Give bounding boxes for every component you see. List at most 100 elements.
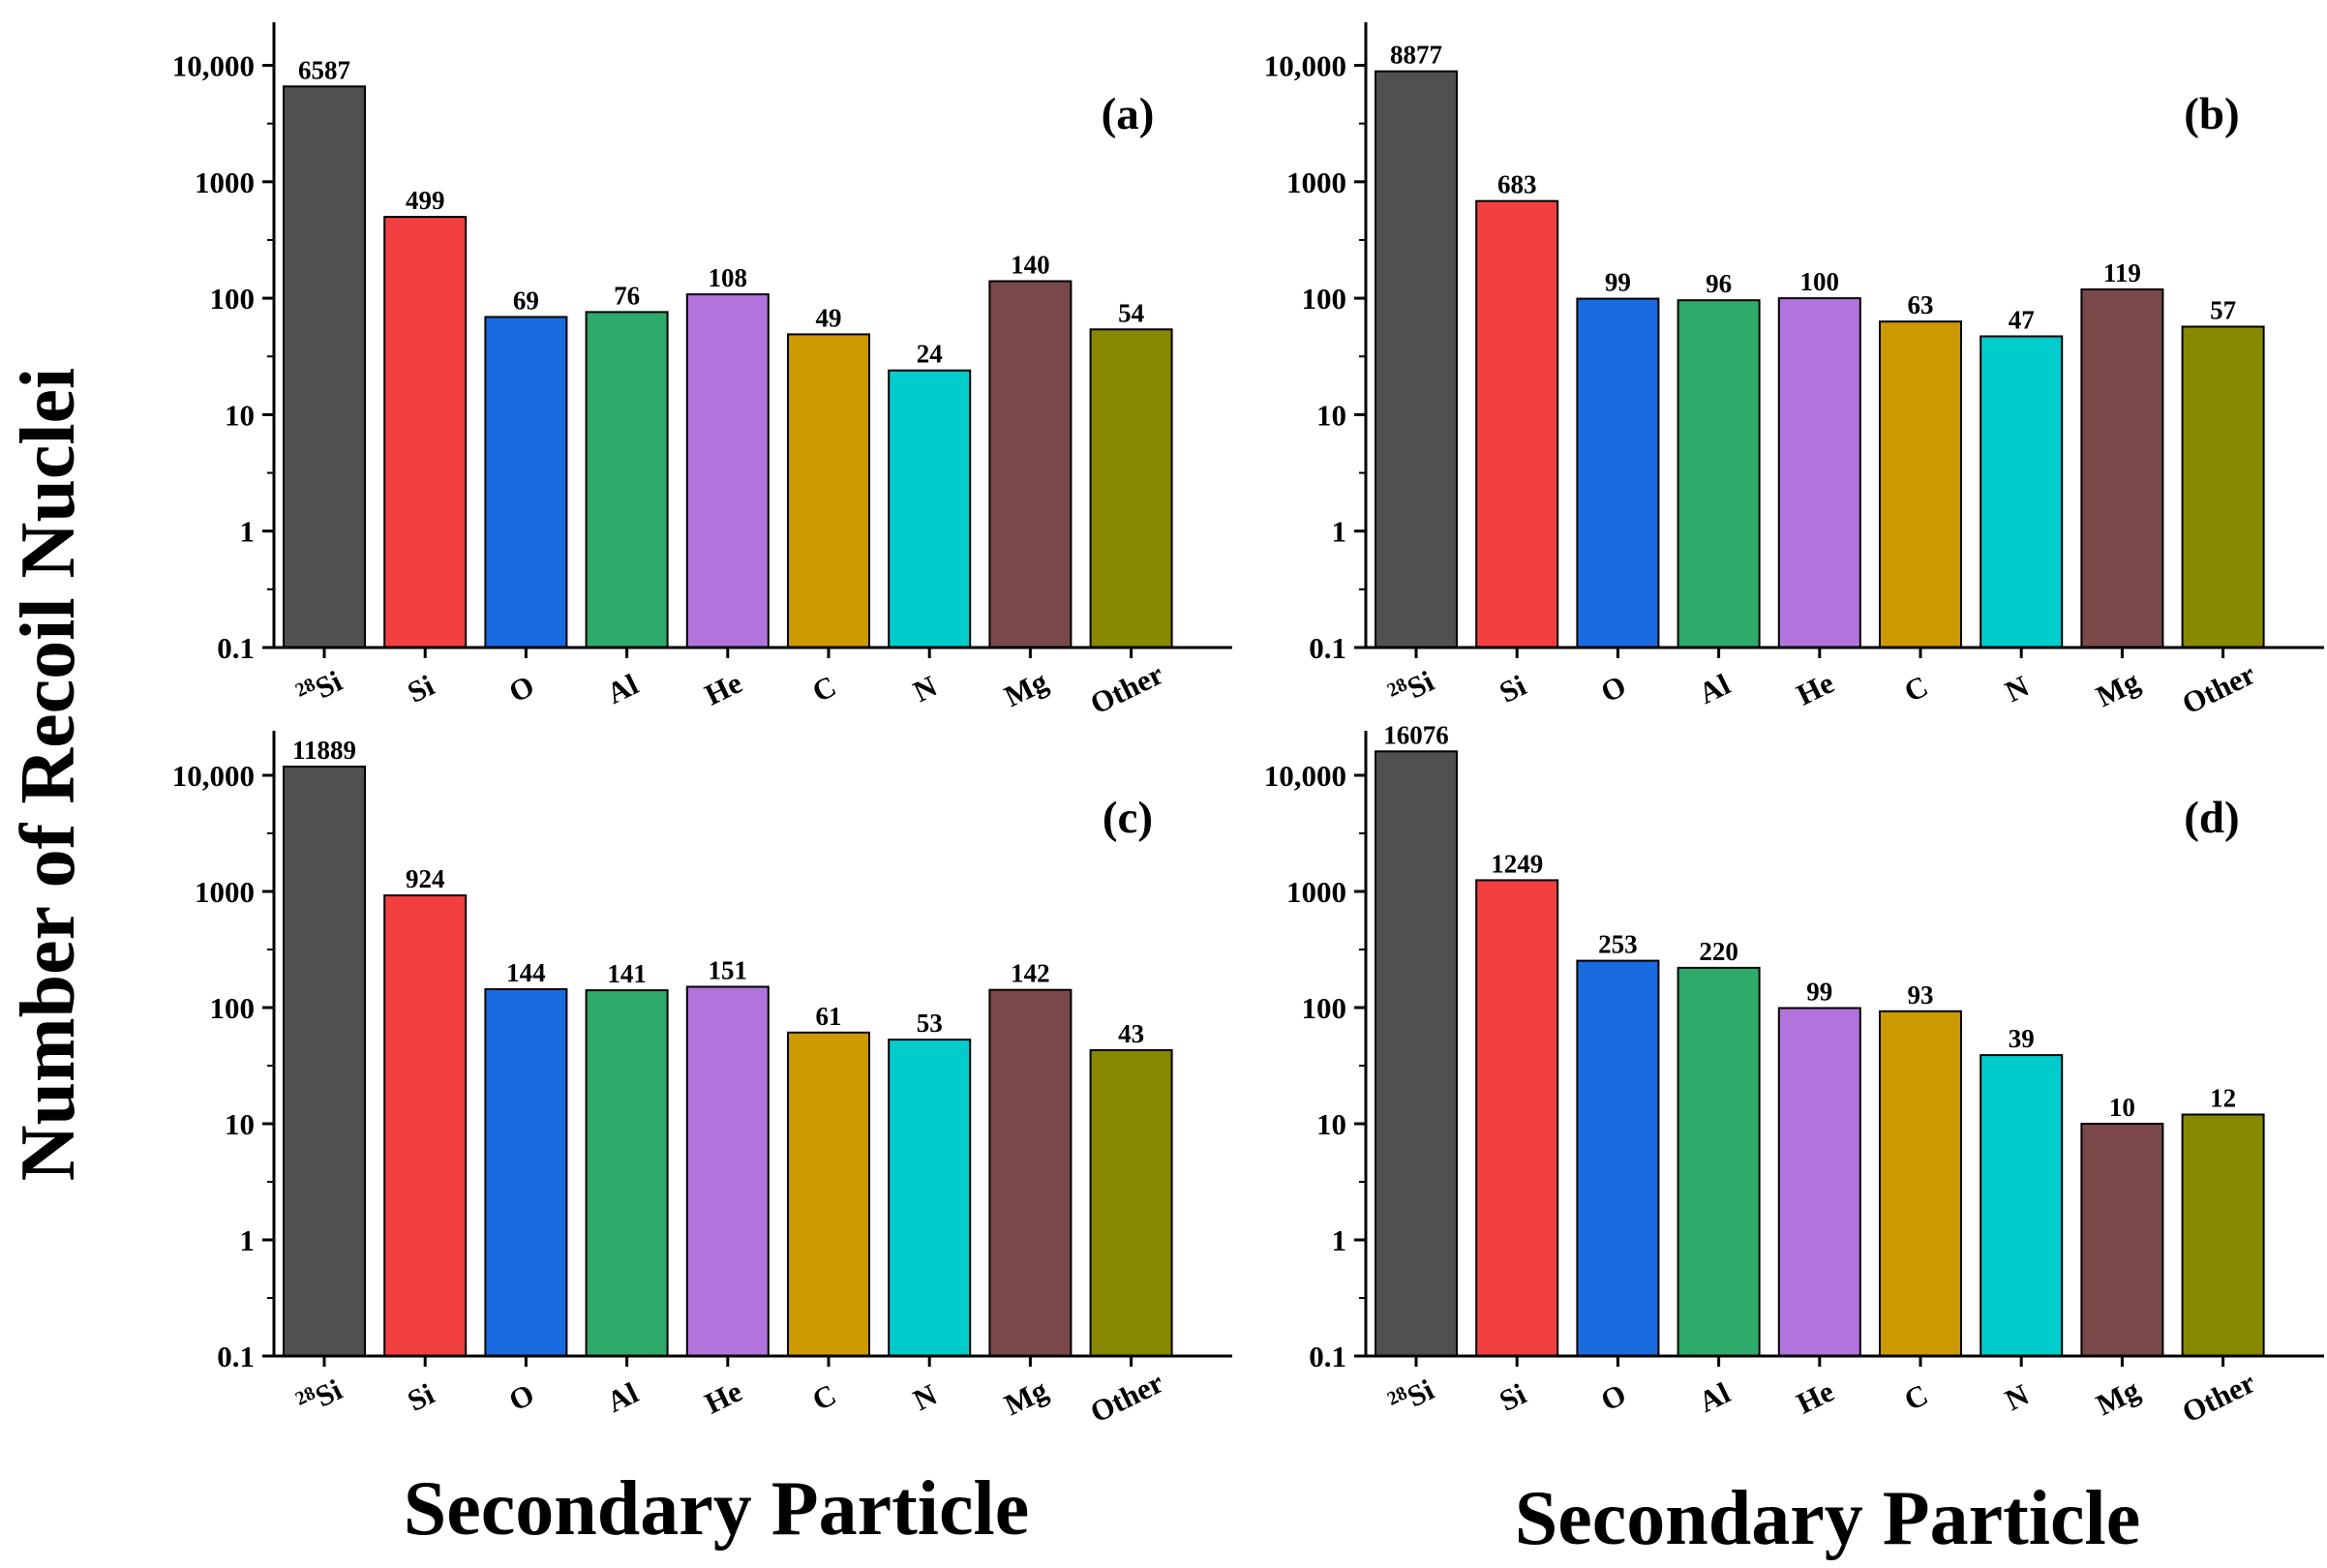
bar-si — [1475, 199, 1559, 648]
data-label: 100 — [1800, 267, 1840, 296]
bar-mg — [988, 280, 1073, 648]
y-tick-label: 0.1 — [217, 631, 255, 665]
bar-he — [1777, 297, 1861, 648]
x-tick-label-si: Si — [1494, 1376, 1531, 1418]
x-axis-label-right: Secondary Particle — [1515, 1476, 2140, 1561]
y-tick-label: 1000 — [195, 166, 255, 199]
data-label: 253 — [1598, 930, 1638, 959]
y-tick-label: 1 — [1332, 1223, 1347, 1257]
bar-he — [685, 293, 770, 648]
data-label: 76 — [614, 281, 640, 310]
data-label: 47 — [2009, 306, 2035, 335]
bar-n — [888, 1039, 972, 1357]
x-tick-label-si: Si — [402, 668, 439, 709]
x-tick-label-other: Other — [1085, 656, 1169, 720]
bar-mg — [2080, 288, 2164, 648]
chart-panels: 6587 499 69 76 108 49 24 140 54 0.1 1 10 100 1000 10,0… — [172, 22, 2324, 1430]
bar-he — [685, 985, 770, 1357]
x-tick-label-n: N — [2000, 1377, 2034, 1417]
x-tick-label-c: C — [807, 669, 841, 709]
bar-al — [585, 311, 669, 648]
data-label: 220 — [1699, 937, 1738, 966]
data-label: 8877 — [1390, 41, 1442, 70]
x-tick-label-other: Other — [2177, 1365, 2261, 1429]
bar-28si — [283, 85, 366, 649]
data-label: 54 — [1118, 298, 1144, 327]
y-tick-label: 1000 — [1286, 166, 1346, 199]
y-tick-label: 100 — [1302, 991, 1347, 1025]
data-label: 142 — [1011, 959, 1050, 988]
panel-label: (c) — [1103, 793, 1153, 843]
x-tick-label-mg: Mg — [2091, 664, 2145, 713]
data-label: 96 — [1706, 269, 1732, 298]
bar-mg — [988, 988, 1073, 1357]
x-tick-label-si: Si — [402, 1376, 439, 1418]
data-label: 16076 — [1383, 720, 1449, 749]
bar-other — [1089, 328, 1173, 648]
y-tick-label: 1000 — [195, 875, 255, 909]
x-tick-label-al: Al — [601, 667, 644, 710]
bar-n — [888, 369, 972, 648]
y-tick-label: 1 — [240, 515, 256, 549]
data-label: 24 — [917, 340, 943, 369]
bar-o — [484, 316, 568, 648]
bar-he — [1777, 1007, 1861, 1357]
x-tick-label-he: He — [1792, 666, 1839, 712]
chart-panel-d: 16076 1249 253 220 99 93 39 10 12 0.1 1 10 100 1000 10… — [1264, 720, 2324, 1430]
x-tick-label-o: O — [503, 669, 539, 709]
bar-o — [1576, 297, 1660, 648]
data-label: 53 — [917, 1009, 943, 1038]
x-tick-label-mg: Mg — [999, 1372, 1053, 1422]
data-label: 49 — [816, 303, 842, 332]
bar-si — [1475, 879, 1559, 1358]
y-tick-label: 100 — [210, 282, 256, 316]
panel-label: (b) — [2184, 89, 2239, 139]
bar-c — [787, 333, 870, 648]
bar-al — [1677, 966, 1761, 1358]
x-tick-label-al: Al — [1693, 1375, 1736, 1419]
data-label: 61 — [816, 1002, 842, 1031]
data-label: 99 — [1806, 978, 1832, 1007]
bar-si — [383, 216, 468, 648]
y-tick-label: 100 — [1302, 282, 1347, 316]
y-tick-label: 10,000 — [1264, 49, 1346, 83]
data-label: 63 — [1908, 290, 1934, 319]
bar-si — [383, 894, 468, 1357]
data-label: 1249 — [1491, 849, 1543, 878]
data-label: 57 — [2210, 296, 2236, 325]
bar-al — [585, 989, 669, 1357]
data-label: 39 — [2009, 1024, 2035, 1053]
x-tick-label-other: Other — [2177, 656, 2261, 720]
x-tick-label-mg: Mg — [2091, 1372, 2145, 1422]
x-axis-label-left: Secondary Particle — [404, 1466, 1029, 1552]
x-tick-label-28si: 28Si — [1384, 663, 1439, 714]
x-tick-label-28si: 28Si — [292, 663, 348, 714]
y-tick-label: 1 — [240, 1223, 256, 1257]
x-tick-label-c: C — [1899, 669, 1933, 709]
bar-c — [787, 1031, 870, 1358]
data-label: 108 — [709, 263, 748, 292]
data-label: 683 — [1497, 170, 1537, 199]
bar-28si — [1375, 750, 1458, 1357]
x-tick-label-28si: 28Si — [292, 1372, 348, 1423]
bar-n — [1979, 335, 2064, 648]
x-tick-label-other: Other — [1085, 1365, 1169, 1429]
y-tick-label: 10,000 — [172, 759, 255, 793]
y-axis-label: Number of Recoil Nuclei — [6, 368, 91, 1182]
y-tick-label: 10 — [225, 1107, 255, 1141]
bar-28si — [283, 766, 366, 1357]
x-tick-label-n: N — [2000, 669, 2034, 709]
bar-al — [1677, 299, 1761, 648]
x-tick-label-al: Al — [601, 1375, 644, 1419]
chart-panel-b: 8877 683 99 96 100 63 47 119 57 0.1 1 10 100 1000 10,0… — [1264, 22, 2324, 721]
chart-panel-a: 6587 499 69 76 108 49 24 140 54 0.1 1 10 100 1000 10,0… — [172, 22, 1232, 721]
panel-label: (a) — [1102, 89, 1155, 139]
y-tick-label: 1000 — [1286, 875, 1346, 909]
y-tick-label: 0.1 — [1309, 1340, 1346, 1373]
y-tick-label: 10,000 — [172, 49, 255, 83]
data-label: 141 — [607, 959, 647, 988]
y-tick-label: 10 — [1316, 1107, 1346, 1141]
bar-n — [1979, 1054, 2064, 1357]
bar-28si — [1375, 70, 1458, 648]
data-label: 93 — [1908, 980, 1934, 1010]
